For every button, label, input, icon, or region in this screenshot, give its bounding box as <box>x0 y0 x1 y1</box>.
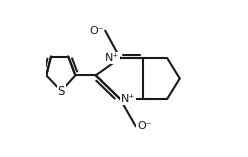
Text: N⁺: N⁺ <box>121 94 135 104</box>
Text: N⁺: N⁺ <box>105 53 119 63</box>
Text: O⁻: O⁻ <box>89 26 104 36</box>
Text: O⁻: O⁻ <box>137 121 152 131</box>
Text: S: S <box>58 85 65 97</box>
